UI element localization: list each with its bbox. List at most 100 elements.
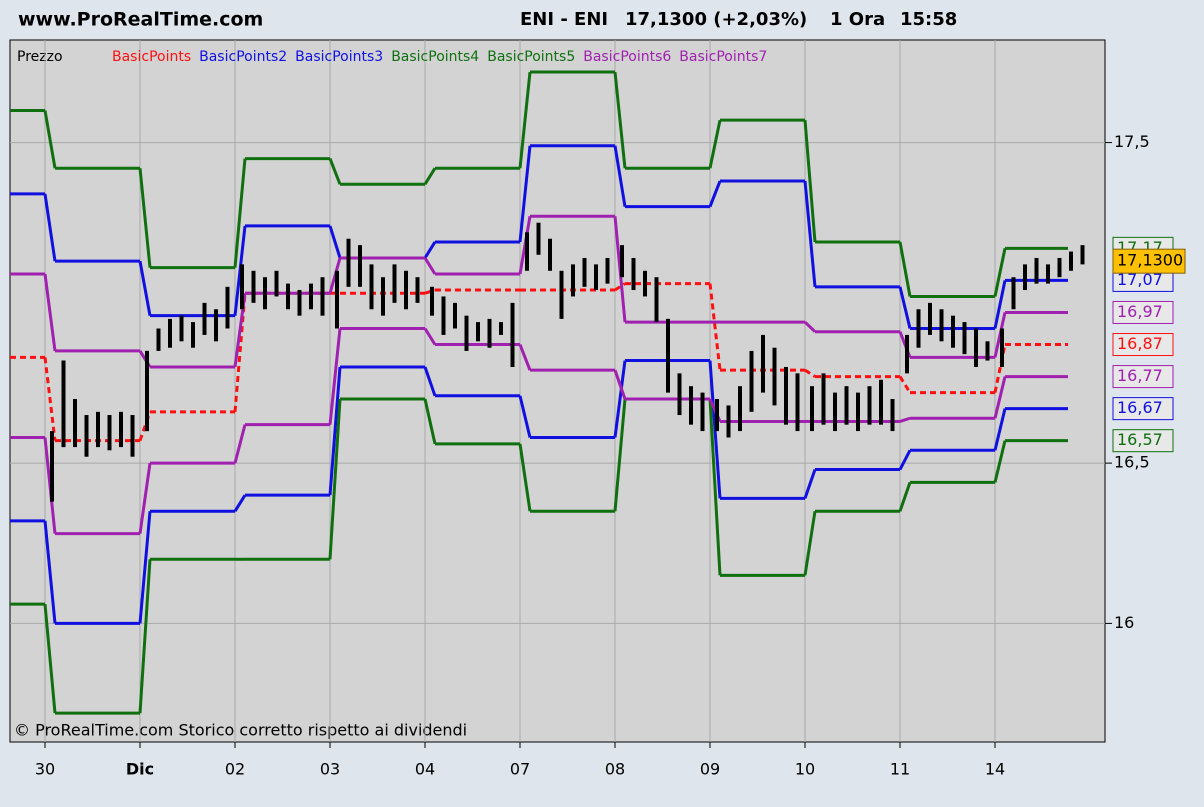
step-connector: [423, 167, 437, 186]
end-label: 16,97: [1117, 302, 1163, 321]
footnote: © ProRealTime.com Storico corretto rispe…: [14, 721, 467, 740]
step-connector: [708, 119, 722, 169]
step-connector: [803, 469, 817, 499]
step-connector: [328, 328, 342, 425]
step-connector: [518, 395, 532, 438]
step-connector: [43, 273, 57, 352]
legend-entry: BasicPoints6: [583, 49, 671, 65]
step-connector: [138, 168, 152, 268]
step-connector: [993, 248, 1007, 297]
x-tick-label: 30: [35, 760, 55, 779]
step-connector: [43, 110, 57, 169]
legend-entry: BasicPoints3: [295, 49, 383, 65]
step-connector: [803, 321, 817, 333]
step-connector: [898, 241, 912, 297]
symbol: ENI - ENI: [520, 9, 608, 30]
x-tick-label: 14: [985, 760, 1005, 779]
end-label: 16,57: [1117, 430, 1163, 449]
price-legend: Prezzo: [17, 49, 63, 65]
end-label: 16,67: [1117, 398, 1163, 417]
end-label-box: [1112, 365, 1174, 389]
x-tick-label: 09: [700, 760, 720, 779]
step-connector: [708, 180, 722, 208]
step-connector: [993, 408, 1007, 451]
step-connector: [518, 443, 532, 512]
end-label: 16,77: [1117, 366, 1163, 385]
legend-entry: BasicPoints: [112, 49, 191, 65]
step-connector: [43, 193, 57, 262]
step-connector: [423, 366, 437, 397]
step-connector: [518, 343, 532, 371]
step-connector: [613, 71, 627, 169]
step-connector: [614, 282, 626, 292]
step-connector: [138, 462, 152, 534]
y-tick-label: 17,5: [1114, 132, 1150, 151]
end-label: 17,07: [1117, 270, 1163, 289]
step-connector: [803, 180, 817, 287]
step-connector: [898, 375, 912, 394]
x-tick-label: 08: [605, 760, 625, 779]
end-label-box: [1112, 300, 1174, 324]
step-connector: [233, 158, 247, 268]
plot-area: [9, 39, 1106, 743]
step-connector: [423, 398, 437, 445]
step-connector: [328, 366, 342, 496]
step-connector: [328, 158, 342, 185]
step-connector: [518, 71, 532, 169]
step-connector: [993, 280, 1007, 329]
step-connector: [804, 368, 816, 378]
x-tick-label: 03: [320, 760, 340, 779]
step-connector: [708, 283, 722, 371]
step-connector: [613, 360, 627, 438]
step-connector: [898, 286, 912, 329]
step-connector: [423, 257, 437, 275]
end-label-box: [1112, 333, 1174, 357]
step-connector: [613, 398, 627, 512]
step-connector: [43, 357, 57, 441]
step-connector: [518, 145, 532, 243]
step-connector: [803, 120, 817, 243]
legend-entry: BasicPoints4: [391, 49, 479, 65]
step-connector: [233, 424, 247, 464]
step-connector: [613, 145, 627, 207]
last-price-box: [1112, 248, 1186, 274]
x-tick-label: 04: [415, 760, 435, 779]
step-connector: [138, 511, 152, 624]
step-connector: [898, 449, 912, 471]
step-connector: [328, 398, 342, 560]
legend-entry: BasicPoints5: [487, 49, 575, 65]
legend-entry: BasicPoints7: [679, 49, 767, 65]
step-connector: [138, 260, 152, 316]
x-tick-label: 11: [890, 760, 910, 779]
step-connector: [708, 398, 722, 576]
end-label: 16,87: [1117, 334, 1163, 353]
end-label-box: [1112, 429, 1174, 453]
last-price-label: 17,1300: [1117, 251, 1183, 270]
site-title: www.ProRealTime.com: [18, 9, 263, 31]
legend-entry: BasicPoints2: [199, 49, 287, 65]
step-connector: [993, 440, 1007, 483]
step-connector: [803, 510, 817, 576]
x-tick-label: Dic: [126, 760, 154, 779]
quote: 17,1300 (+2,03%): [625, 9, 807, 30]
end-label-box: [1112, 397, 1174, 421]
step-connector: [423, 241, 437, 259]
timeframe: 1 Ora: [830, 9, 885, 30]
step-connector: [423, 327, 437, 346]
step-connector: [328, 225, 342, 259]
y-tick-label: 16: [1114, 613, 1134, 632]
step-connector: [43, 604, 57, 714]
step-connector: [898, 481, 912, 512]
step-connector: [233, 494, 247, 512]
step-connector: [43, 520, 57, 624]
step-connector: [138, 559, 152, 714]
x-tick-label: 02: [225, 760, 245, 779]
step-connector: [993, 376, 1007, 419]
step-connector: [899, 416, 911, 423]
time: 15:58: [900, 9, 957, 30]
step-connector: [613, 369, 627, 400]
x-tick-label: 10: [795, 760, 815, 779]
y-tick-label: 16,5: [1114, 453, 1150, 472]
